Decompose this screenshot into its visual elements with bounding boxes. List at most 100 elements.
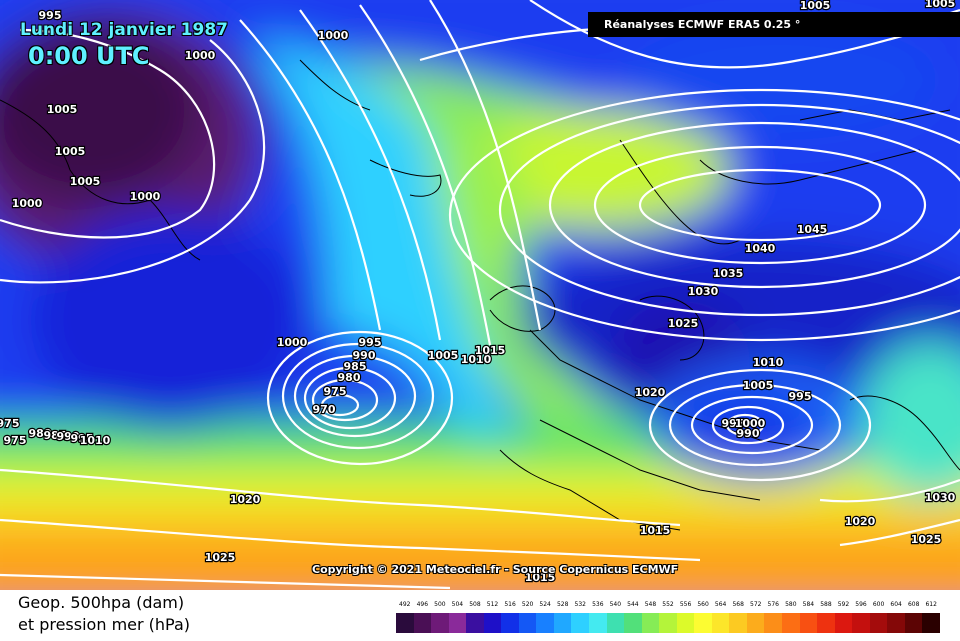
- color-scale-value: 492: [399, 601, 411, 608]
- color-scale-cell: [431, 613, 449, 633]
- color-scale-labels: 492 496 500 504 508 512 516 520 524 528 532 536 540 5…: [396, 601, 940, 613]
- isobar-label: 1040: [745, 242, 776, 255]
- color-scale-cell: [641, 613, 660, 633]
- color-scale-value: 580: [785, 601, 797, 608]
- color-scale-value: 584: [802, 601, 815, 608]
- color-scale-value: 548: [644, 601, 657, 608]
- color-scale-value: 524: [539, 601, 551, 608]
- color-scale-value: 600: [872, 601, 885, 608]
- isobar-label: 975: [0, 417, 19, 430]
- color-scale-cell: [589, 613, 607, 633]
- color-scale-cell: [466, 613, 484, 633]
- isobar-label: 1015: [475, 344, 506, 357]
- isobar-label: 1000: [735, 417, 766, 430]
- color-scale-value: 512: [486, 601, 499, 608]
- color-scale: 492 496 500 504 508 512 516 520 524 528 532 536 540 5…: [396, 601, 940, 635]
- map-date: Lundi 12 janvier 1987: [20, 20, 228, 40]
- isobar-label: 995: [722, 417, 745, 430]
- color-scale-cell: [729, 613, 747, 633]
- isobar-label: 1020: [230, 493, 261, 506]
- color-scale-value: 596: [855, 601, 867, 608]
- isobar-label: 1010: [80, 434, 111, 447]
- isobar-label: 980: [29, 427, 52, 440]
- color-scale-value: 528: [556, 601, 569, 608]
- isobar-label: 990: [353, 349, 376, 362]
- color-scale-value: 536: [592, 601, 604, 608]
- color-scale-value: 556: [679, 601, 692, 608]
- color-scale-value: 608: [907, 601, 920, 608]
- color-scale-cell: [571, 613, 590, 633]
- color-scale-cell: [518, 613, 537, 633]
- color-scale-cell: [834, 613, 853, 633]
- color-scale-cell: [553, 613, 572, 633]
- isobar-label: 1030: [688, 285, 719, 298]
- color-scale-value: 592: [837, 601, 850, 608]
- isobar-label: 1005: [800, 0, 831, 12]
- color-scale-cell: [869, 613, 888, 633]
- isobar-label: 1005: [55, 145, 86, 158]
- color-scale-value: 552: [662, 601, 674, 608]
- isobar-label: 1005: [428, 349, 459, 362]
- color-scale-value: 544: [627, 601, 639, 608]
- color-scale-value: 572: [750, 601, 762, 608]
- color-scale-value: 568: [732, 601, 744, 608]
- isobar-label: 1000: [318, 29, 349, 42]
- isobar-label: 985: [44, 429, 67, 442]
- isobar-label: 975: [324, 385, 347, 398]
- color-scale-value: 576: [767, 601, 779, 608]
- color-scale-value: 540: [609, 601, 622, 608]
- isobar-label: 1015: [640, 524, 671, 537]
- color-scale-cell: [659, 613, 677, 633]
- isobar-label: 1030: [925, 491, 956, 504]
- color-scale-cell: [413, 613, 432, 633]
- isobar-label: 1035: [713, 267, 744, 280]
- isobar-label: 980: [338, 371, 361, 384]
- isobar-label: 1045: [797, 223, 828, 236]
- isobar-label: 985: [344, 360, 367, 373]
- isobar-label: 1005: [925, 0, 956, 10]
- color-scale-value: 604: [890, 601, 902, 608]
- color-scale-value: 588: [820, 601, 832, 608]
- legend-line-geopotential: Geop. 500hpa (dam): [18, 593, 185, 612]
- isobar-label: 990: [737, 427, 760, 440]
- isobar-label: 1010: [753, 356, 784, 369]
- color-scale-cell: [746, 613, 765, 633]
- isobar-label: 970: [313, 403, 336, 416]
- color-scale-value: 516: [504, 601, 516, 608]
- isobar-label: 1025: [205, 551, 236, 564]
- isobar-label: 1000: [130, 190, 161, 203]
- color-scale-value: 520: [521, 601, 534, 608]
- isobar-label: 1000: [12, 197, 43, 210]
- color-scale-cell: [501, 613, 519, 633]
- color-scale-cell: [536, 613, 554, 633]
- weather-map: 995 1000 1000 1005 1005 1005 1005 1005 1000 1000 1…: [0, 0, 960, 590]
- isobar-label: 995: [39, 9, 62, 22]
- color-scale-value: 500: [434, 601, 446, 608]
- color-scale-cell: [606, 613, 625, 633]
- color-scale-cell: [396, 613, 414, 633]
- legend-title: Geop. 500hpa (dam) et pression mer (hPa): [18, 592, 190, 636]
- color-scale-cell: [483, 613, 502, 633]
- isobar-label: 1020: [635, 386, 666, 399]
- isobar-label: 975: [4, 434, 27, 447]
- color-scale-value: 564: [714, 601, 727, 608]
- color-scale-cell: [624, 613, 642, 633]
- color-scale-bar: [396, 613, 940, 633]
- color-scale-cell: [817, 613, 835, 633]
- copyright-text: Copyright © 2021 Meteociel.fr - Source C…: [312, 563, 679, 576]
- color-scale-value: 504: [451, 601, 464, 608]
- isobar-label: 995: [71, 432, 94, 445]
- color-scale-value: 560: [697, 601, 709, 608]
- isobar-label: 990: [57, 430, 80, 443]
- color-scale-cell: [799, 613, 818, 633]
- color-scale-value: 532: [574, 601, 586, 608]
- color-scale-value: 496: [416, 601, 429, 608]
- isobar-label: 1005: [70, 175, 101, 188]
- isobar-label: 995: [359, 336, 382, 349]
- isobar-label: 1005: [743, 379, 774, 392]
- source-label: Réanalyses ECMWF ERA5 0.25 °: [588, 12, 960, 37]
- isobar-label: 1015: [525, 571, 556, 584]
- color-scale-cell: [711, 613, 730, 633]
